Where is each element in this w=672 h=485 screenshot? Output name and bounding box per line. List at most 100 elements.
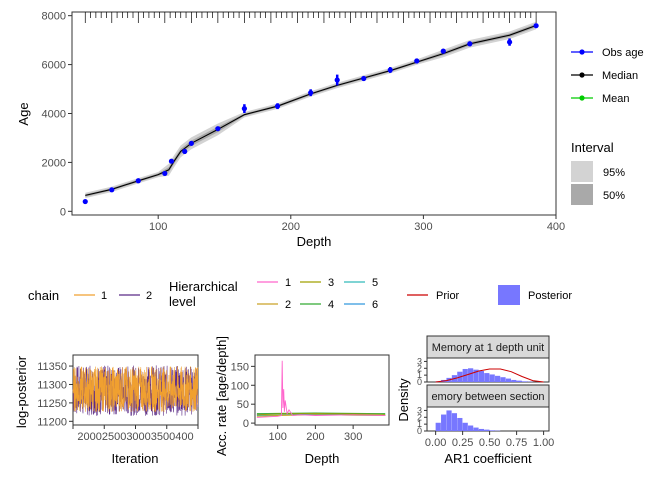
main-y-tick-label: 4000 — [42, 109, 66, 121]
hier-1-label: 1 — [285, 277, 291, 289]
age-depth-plot: 100 200 300 400 0 2000 4000 6000 8000 Depth Age — [16, 11, 565, 249]
posterior-bar — [473, 428, 478, 431]
main-x-tick-label: 100 — [149, 221, 167, 233]
obs-age-point — [83, 199, 88, 204]
hier-legend-title-line2: level — [169, 294, 196, 309]
chain-legend-title: chain — [28, 288, 59, 303]
legend-median: Median — [571, 70, 638, 82]
trace-y-tick-label: 11300 — [37, 379, 67, 391]
acc-y-tick-label: 50 — [237, 399, 249, 411]
trace-y-tick-label: 11350 — [37, 361, 67, 373]
obs-age-point — [182, 149, 187, 154]
prior-label: Prior — [436, 290, 460, 302]
trace-x-axis-title: Iteration — [112, 451, 159, 466]
posterior-bar — [495, 376, 500, 382]
legend-mean: Mean — [571, 93, 630, 105]
main-y-tick-label: 6000 — [42, 60, 66, 72]
main-x-ticks: 100 200 300 400 — [149, 215, 565, 233]
ar1-y-tick-label: 3 — [417, 356, 422, 366]
posterior-bar — [436, 423, 441, 431]
obs-age-point — [162, 171, 167, 176]
obs-age-point — [215, 126, 220, 131]
ar1-x-axis-title: AR1 coefficient — [444, 451, 532, 466]
obs-age-point — [109, 187, 114, 192]
trace-x-ticks: 2000250030003500400 — [73, 425, 198, 443]
posterior-bar — [468, 426, 473, 431]
obs-age-point — [136, 178, 141, 183]
ar1-x-tick-label: 0.50 — [479, 437, 500, 449]
trace-plot: 2000250030003500400 11200112501130011350… — [14, 355, 198, 466]
trace-y-tick-label: 11200 — [37, 416, 67, 428]
posterior-bar — [511, 380, 516, 382]
legend-obs-age: Obs age — [571, 47, 644, 59]
main-x-axis-title: Depth — [297, 234, 332, 249]
posterior-bar — [452, 413, 457, 431]
acc-y-axis-title: Acc. rate [age/depth] — [214, 336, 229, 456]
legend-median-label: Median — [602, 70, 638, 82]
posterior-bar — [479, 371, 484, 382]
obs-age-point — [169, 159, 174, 164]
main-y-tick-label: 2000 — [42, 157, 66, 169]
main-x-tick-label: 300 — [414, 221, 432, 233]
acc-y-tick-label: 100 — [231, 380, 249, 392]
main-x-tick-label: 200 — [282, 221, 300, 233]
posterior-bar — [463, 423, 468, 431]
interval-legend-title: Interval — [571, 140, 614, 155]
acc-x-tick-label: 300 — [344, 431, 362, 443]
posterior-label: Posterior — [528, 290, 572, 302]
acc-y-tick-label: 150 — [231, 361, 249, 373]
posterior-bar — [500, 377, 505, 382]
posterior-bar — [506, 379, 511, 382]
acc-y-tick-label: 0 — [243, 418, 249, 430]
posterior-key — [498, 285, 520, 305]
interval-95-label: 95% — [603, 167, 625, 179]
hier-3-label: 3 — [328, 277, 334, 289]
main-x-tick-label: 400 — [547, 221, 565, 233]
ar1-y-tick-label: 3 — [417, 405, 422, 415]
interval-50-label: 50% — [603, 190, 625, 202]
hier-legend-keys: 1 2 3 4 5 6 — [257, 277, 378, 311]
ar1-x-tick-label: 0.00 — [425, 437, 446, 449]
main-legend: Obs age Median Mean Interval 95% 50% — [571, 47, 644, 205]
hier-2-label: 2 — [285, 299, 291, 311]
posterior-bar — [517, 381, 522, 382]
obs-age-point — [467, 41, 472, 46]
obs-age-point — [414, 58, 419, 63]
interval-50-key — [571, 184, 593, 205]
posterior-bar — [484, 430, 489, 431]
acc-x-tick-label: 100 — [268, 431, 286, 443]
trace-y-axis-title: log-posterior — [14, 355, 29, 428]
main-y-tick-label: 0 — [60, 206, 66, 218]
obs-age-point — [189, 141, 194, 146]
legend-row: chain 1 2 Hierarchical level 1 2 3 4 5 6… — [28, 277, 572, 311]
posterior-bar — [479, 429, 484, 431]
posterior-bar — [490, 430, 495, 431]
posterior-bar — [522, 381, 527, 382]
main-y-tick-label: 8000 — [42, 11, 66, 23]
posterior-bar — [484, 373, 489, 382]
ar1-x-tick-label: 1.00 — [533, 437, 554, 449]
obs-age-point — [534, 23, 539, 28]
ar1-strip-1-label: Memory at 1 depth unit — [432, 342, 545, 354]
hier-6-label: 6 — [372, 299, 378, 311]
legend-mean-label: Mean — [602, 93, 630, 105]
legend-obs-age-label: Obs age — [602, 47, 644, 59]
main-y-axis-title: Age — [16, 102, 31, 125]
obs-age-point — [361, 76, 366, 81]
ar1-strip-2-label: emory between section — [431, 391, 544, 403]
ar1-x-tick-label: 0.75 — [506, 437, 527, 449]
obs-age-point — [441, 49, 446, 54]
posterior-bar — [468, 368, 473, 382]
hier-legend-title-line1: Hierarchical — [169, 279, 238, 294]
hier-5-label: 5 — [372, 277, 378, 289]
posterior-bar — [490, 374, 495, 382]
acc-y-ticks: 0 50 100 150 — [231, 361, 255, 430]
main-y-ticks: 0 2000 4000 6000 8000 — [42, 11, 72, 219]
chain-2-label: 2 — [146, 290, 152, 302]
